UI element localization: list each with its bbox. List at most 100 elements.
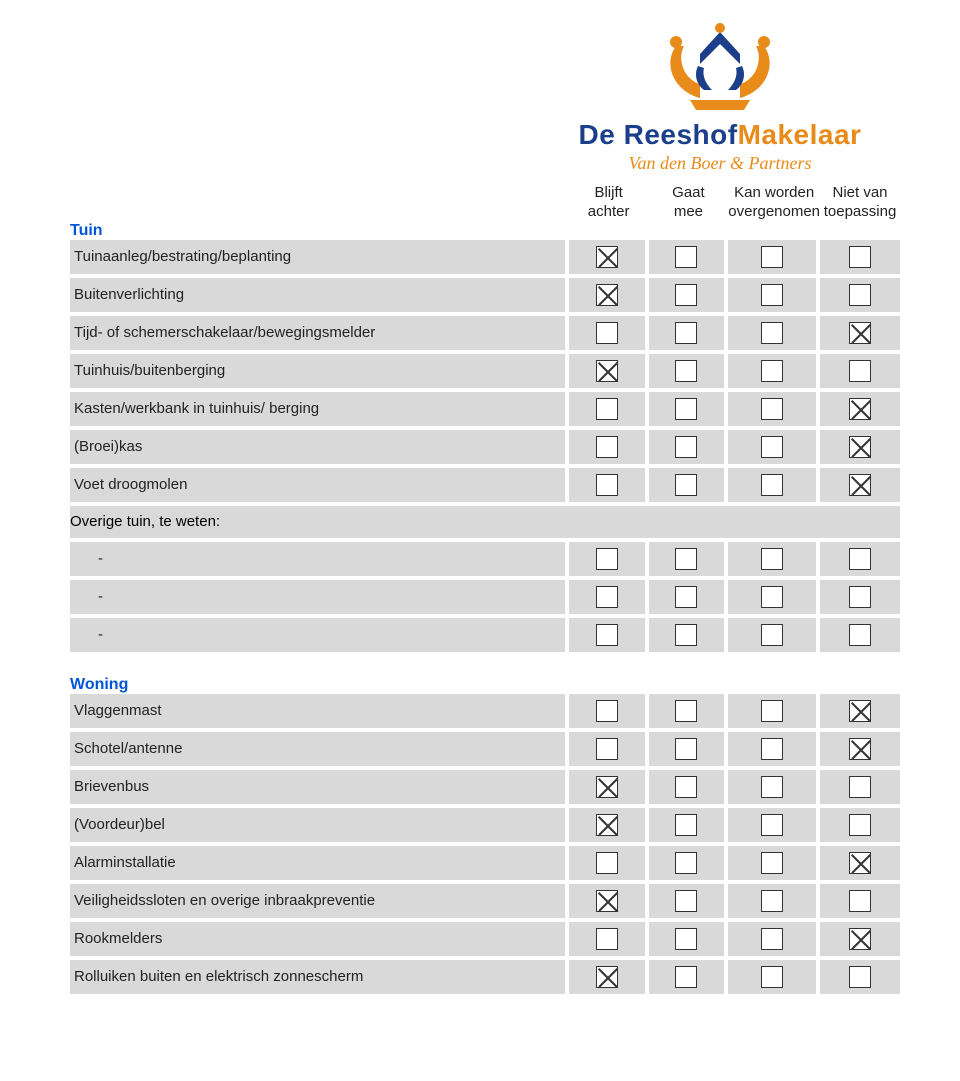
checkbox[interactable] — [761, 966, 783, 988]
row-label: Alarminstallatie — [70, 846, 569, 880]
checkbox[interactable] — [761, 398, 783, 420]
checkbox-cell — [649, 922, 729, 956]
checkbox[interactable] — [761, 474, 783, 496]
checkbox[interactable] — [675, 776, 697, 798]
checkbox[interactable] — [761, 890, 783, 912]
checkbox[interactable] — [849, 776, 871, 798]
checkbox[interactable] — [596, 738, 618, 760]
checkbox[interactable] — [596, 436, 618, 458]
checkbox[interactable] — [761, 436, 783, 458]
checkbox[interactable] — [675, 398, 697, 420]
checkbox[interactable] — [761, 738, 783, 760]
checkbox[interactable] — [849, 548, 871, 570]
checkbox[interactable] — [675, 246, 697, 268]
checkbox[interactable] — [675, 284, 697, 306]
checkbox-cell — [728, 354, 820, 388]
checkbox[interactable] — [761, 814, 783, 836]
checkbox[interactable] — [761, 586, 783, 608]
checkbox-cell — [820, 922, 900, 956]
checklist-row: (Broei)kas — [70, 430, 900, 464]
checkbox[interactable] — [675, 436, 697, 458]
checkbox[interactable] — [596, 398, 618, 420]
checkbox-cell — [728, 240, 820, 274]
checkbox-cell — [569, 542, 649, 576]
checkbox-cell — [649, 580, 729, 614]
checkbox[interactable] — [596, 586, 618, 608]
checkbox[interactable] — [596, 548, 618, 570]
checkbox[interactable] — [761, 284, 783, 306]
checklist-row: Brievenbus — [70, 770, 900, 804]
checklist-row: Tuinhuis/buitenberging — [70, 354, 900, 388]
checkbox[interactable] — [675, 624, 697, 646]
checkbox[interactable] — [761, 360, 783, 382]
checkbox[interactable] — [849, 700, 871, 722]
checkbox[interactable] — [849, 284, 871, 306]
checkbox[interactable] — [675, 738, 697, 760]
checkbox[interactable] — [849, 890, 871, 912]
checkbox[interactable] — [596, 966, 618, 988]
checkbox[interactable] — [596, 360, 618, 382]
checkbox[interactable] — [596, 284, 618, 306]
checkbox[interactable] — [675, 700, 697, 722]
checkbox[interactable] — [849, 738, 871, 760]
checkbox[interactable] — [761, 548, 783, 570]
checkbox[interactable] — [675, 890, 697, 912]
checkbox[interactable] — [849, 928, 871, 950]
checkbox[interactable] — [596, 624, 618, 646]
checkbox[interactable] — [761, 322, 783, 344]
checkbox[interactable] — [675, 360, 697, 382]
checkbox[interactable] — [675, 548, 697, 570]
checkbox-cell — [649, 354, 729, 388]
checkbox-cell — [820, 884, 900, 918]
checkbox-cell — [728, 392, 820, 426]
checklist-row: Schotel/antenne — [70, 732, 900, 766]
checkbox[interactable] — [596, 814, 618, 836]
checklist-row: - — [70, 618, 900, 652]
checkbox[interactable] — [596, 246, 618, 268]
checkbox[interactable] — [675, 814, 697, 836]
row-label: Tuinhuis/buitenberging — [70, 354, 569, 388]
checkbox[interactable] — [849, 322, 871, 344]
checkbox[interactable] — [849, 586, 871, 608]
checkbox[interactable] — [849, 474, 871, 496]
checkbox[interactable] — [596, 852, 618, 874]
checkbox[interactable] — [849, 624, 871, 646]
checkbox[interactable] — [849, 398, 871, 420]
checkbox[interactable] — [596, 890, 618, 912]
checkbox-cell — [649, 618, 729, 652]
checkbox[interactable] — [761, 776, 783, 798]
checkbox[interactable] — [849, 852, 871, 874]
checkbox[interactable] — [849, 360, 871, 382]
checkbox[interactable] — [675, 586, 697, 608]
checkbox[interactable] — [849, 966, 871, 988]
checkbox-cell — [569, 618, 649, 652]
header-col-2: Gaat mee — [649, 184, 729, 222]
checkbox[interactable] — [675, 852, 697, 874]
checkbox[interactable] — [761, 700, 783, 722]
checklist-row: Tuinaanleg/bestrating/beplanting — [70, 240, 900, 274]
checkbox[interactable] — [849, 814, 871, 836]
checklist-row: Kasten/werkbank in tuinhuis/ berging — [70, 392, 900, 426]
checkbox[interactable] — [596, 700, 618, 722]
checkbox-cell — [728, 316, 820, 350]
checkbox[interactable] — [596, 322, 618, 344]
row-label: - — [70, 580, 569, 614]
column-headers: Blijft achter Gaat mee Kan worden overge… — [70, 184, 900, 222]
checkbox-cell — [649, 392, 729, 426]
checkbox[interactable] — [761, 928, 783, 950]
checkbox[interactable] — [596, 474, 618, 496]
checklist-row: Rookmelders — [70, 922, 900, 956]
checkbox[interactable] — [761, 852, 783, 874]
checkbox[interactable] — [849, 246, 871, 268]
checkbox[interactable] — [849, 436, 871, 458]
checkbox[interactable] — [675, 322, 697, 344]
checkbox[interactable] — [596, 776, 618, 798]
checkbox-cell — [820, 392, 900, 426]
checkbox[interactable] — [761, 624, 783, 646]
checkbox[interactable] — [596, 928, 618, 950]
checkbox[interactable] — [675, 966, 697, 988]
checkbox[interactable] — [675, 474, 697, 496]
checkbox[interactable] — [761, 246, 783, 268]
checkbox-cell — [569, 846, 649, 880]
checkbox[interactable] — [675, 928, 697, 950]
